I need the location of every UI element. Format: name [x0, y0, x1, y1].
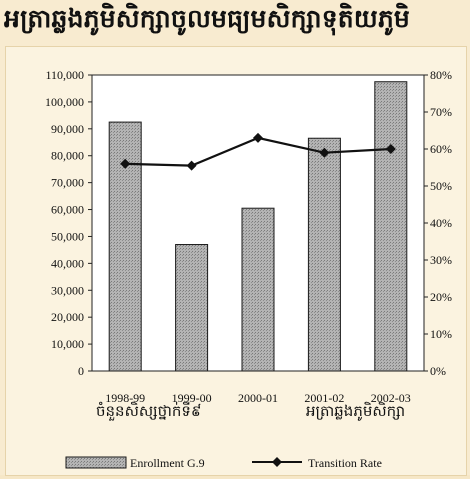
bar — [241, 207, 275, 372]
y-left-tick-label: 100,000 — [45, 95, 84, 109]
x-tick-label: 1999-00 — [172, 391, 212, 405]
y-right-tick-label: 80% — [430, 68, 452, 82]
y-left-tick-label: 110,000 — [45, 68, 84, 82]
group-label-transition: អត្រាឆ្លងភូមិសិក្សា — [306, 401, 405, 421]
legend-bar-swatch — [65, 456, 127, 469]
legend-transition-label: Transition Rate — [308, 456, 382, 470]
x-tick-label: 2001-02 — [304, 391, 344, 405]
chart-panel: 0 10,000 20,000 30,000 40,000 50,000 60,000 70,… — [5, 46, 467, 476]
line-point — [385, 144, 396, 154]
bar — [175, 244, 209, 372]
y-left-tick-label: 70,000 — [51, 176, 84, 190]
y-left-tick-label: 0 — [78, 364, 84, 378]
line-point — [120, 158, 131, 169]
bar — [307, 137, 341, 372]
y-right-tick-label: 60% — [430, 142, 452, 156]
y-right-tick-label: 20% — [430, 290, 452, 304]
y-right-tick-label: 40% — [430, 216, 452, 230]
title-bar: អត្រាឆ្លងភូមិសិក្សាចូលមធ្យមសិក្សាទុតិយភូ… — [0, 0, 470, 44]
y-right-tick-label: 50% — [430, 179, 452, 193]
y-right-tick-label: 10% — [430, 327, 452, 341]
y-left-tick-label: 80,000 — [51, 149, 84, 163]
y-left-tick-label: 50,000 — [51, 229, 84, 243]
y-left-tick-label: 20,000 — [51, 310, 84, 324]
line-point — [186, 160, 197, 171]
chart-svg: 0 10,000 20,000 30,000 40,000 50,000 60,000 70,… — [45, 68, 452, 470]
y-left-tick-label: 40,000 — [51, 256, 84, 270]
x-tick-label: 2002-03 — [371, 391, 411, 405]
y-right-tick-label: 70% — [430, 105, 452, 119]
line-point — [253, 132, 263, 143]
chart-title: អត្រាឆ្លងភូមិសិក្សាចូលមធ្យមសិក្សាទុតិយភូ… — [4, 4, 410, 33]
y-right-tick-label: 0% — [430, 364, 446, 378]
group-label-enrollment: ចំនួនសិស្សថ្នាក់ទី៩ — [96, 401, 202, 421]
bar — [374, 81, 408, 372]
y-right-tick-label: 30% — [430, 253, 452, 267]
x-tick-label: 1998-99 — [105, 391, 145, 405]
y-left-tick-label: 90,000 — [51, 122, 84, 136]
x-tick-label: 2000-01 — [238, 391, 278, 405]
y-left-tick-label: 10,000 — [51, 337, 84, 351]
y-left-tick-label: 60,000 — [51, 203, 84, 217]
y-left-tick-label: 30,000 — [51, 283, 84, 297]
line-point — [319, 147, 330, 158]
legend-enrollment-label: Enrollment G.9 — [130, 456, 205, 470]
legend-line-marker — [272, 457, 282, 467]
